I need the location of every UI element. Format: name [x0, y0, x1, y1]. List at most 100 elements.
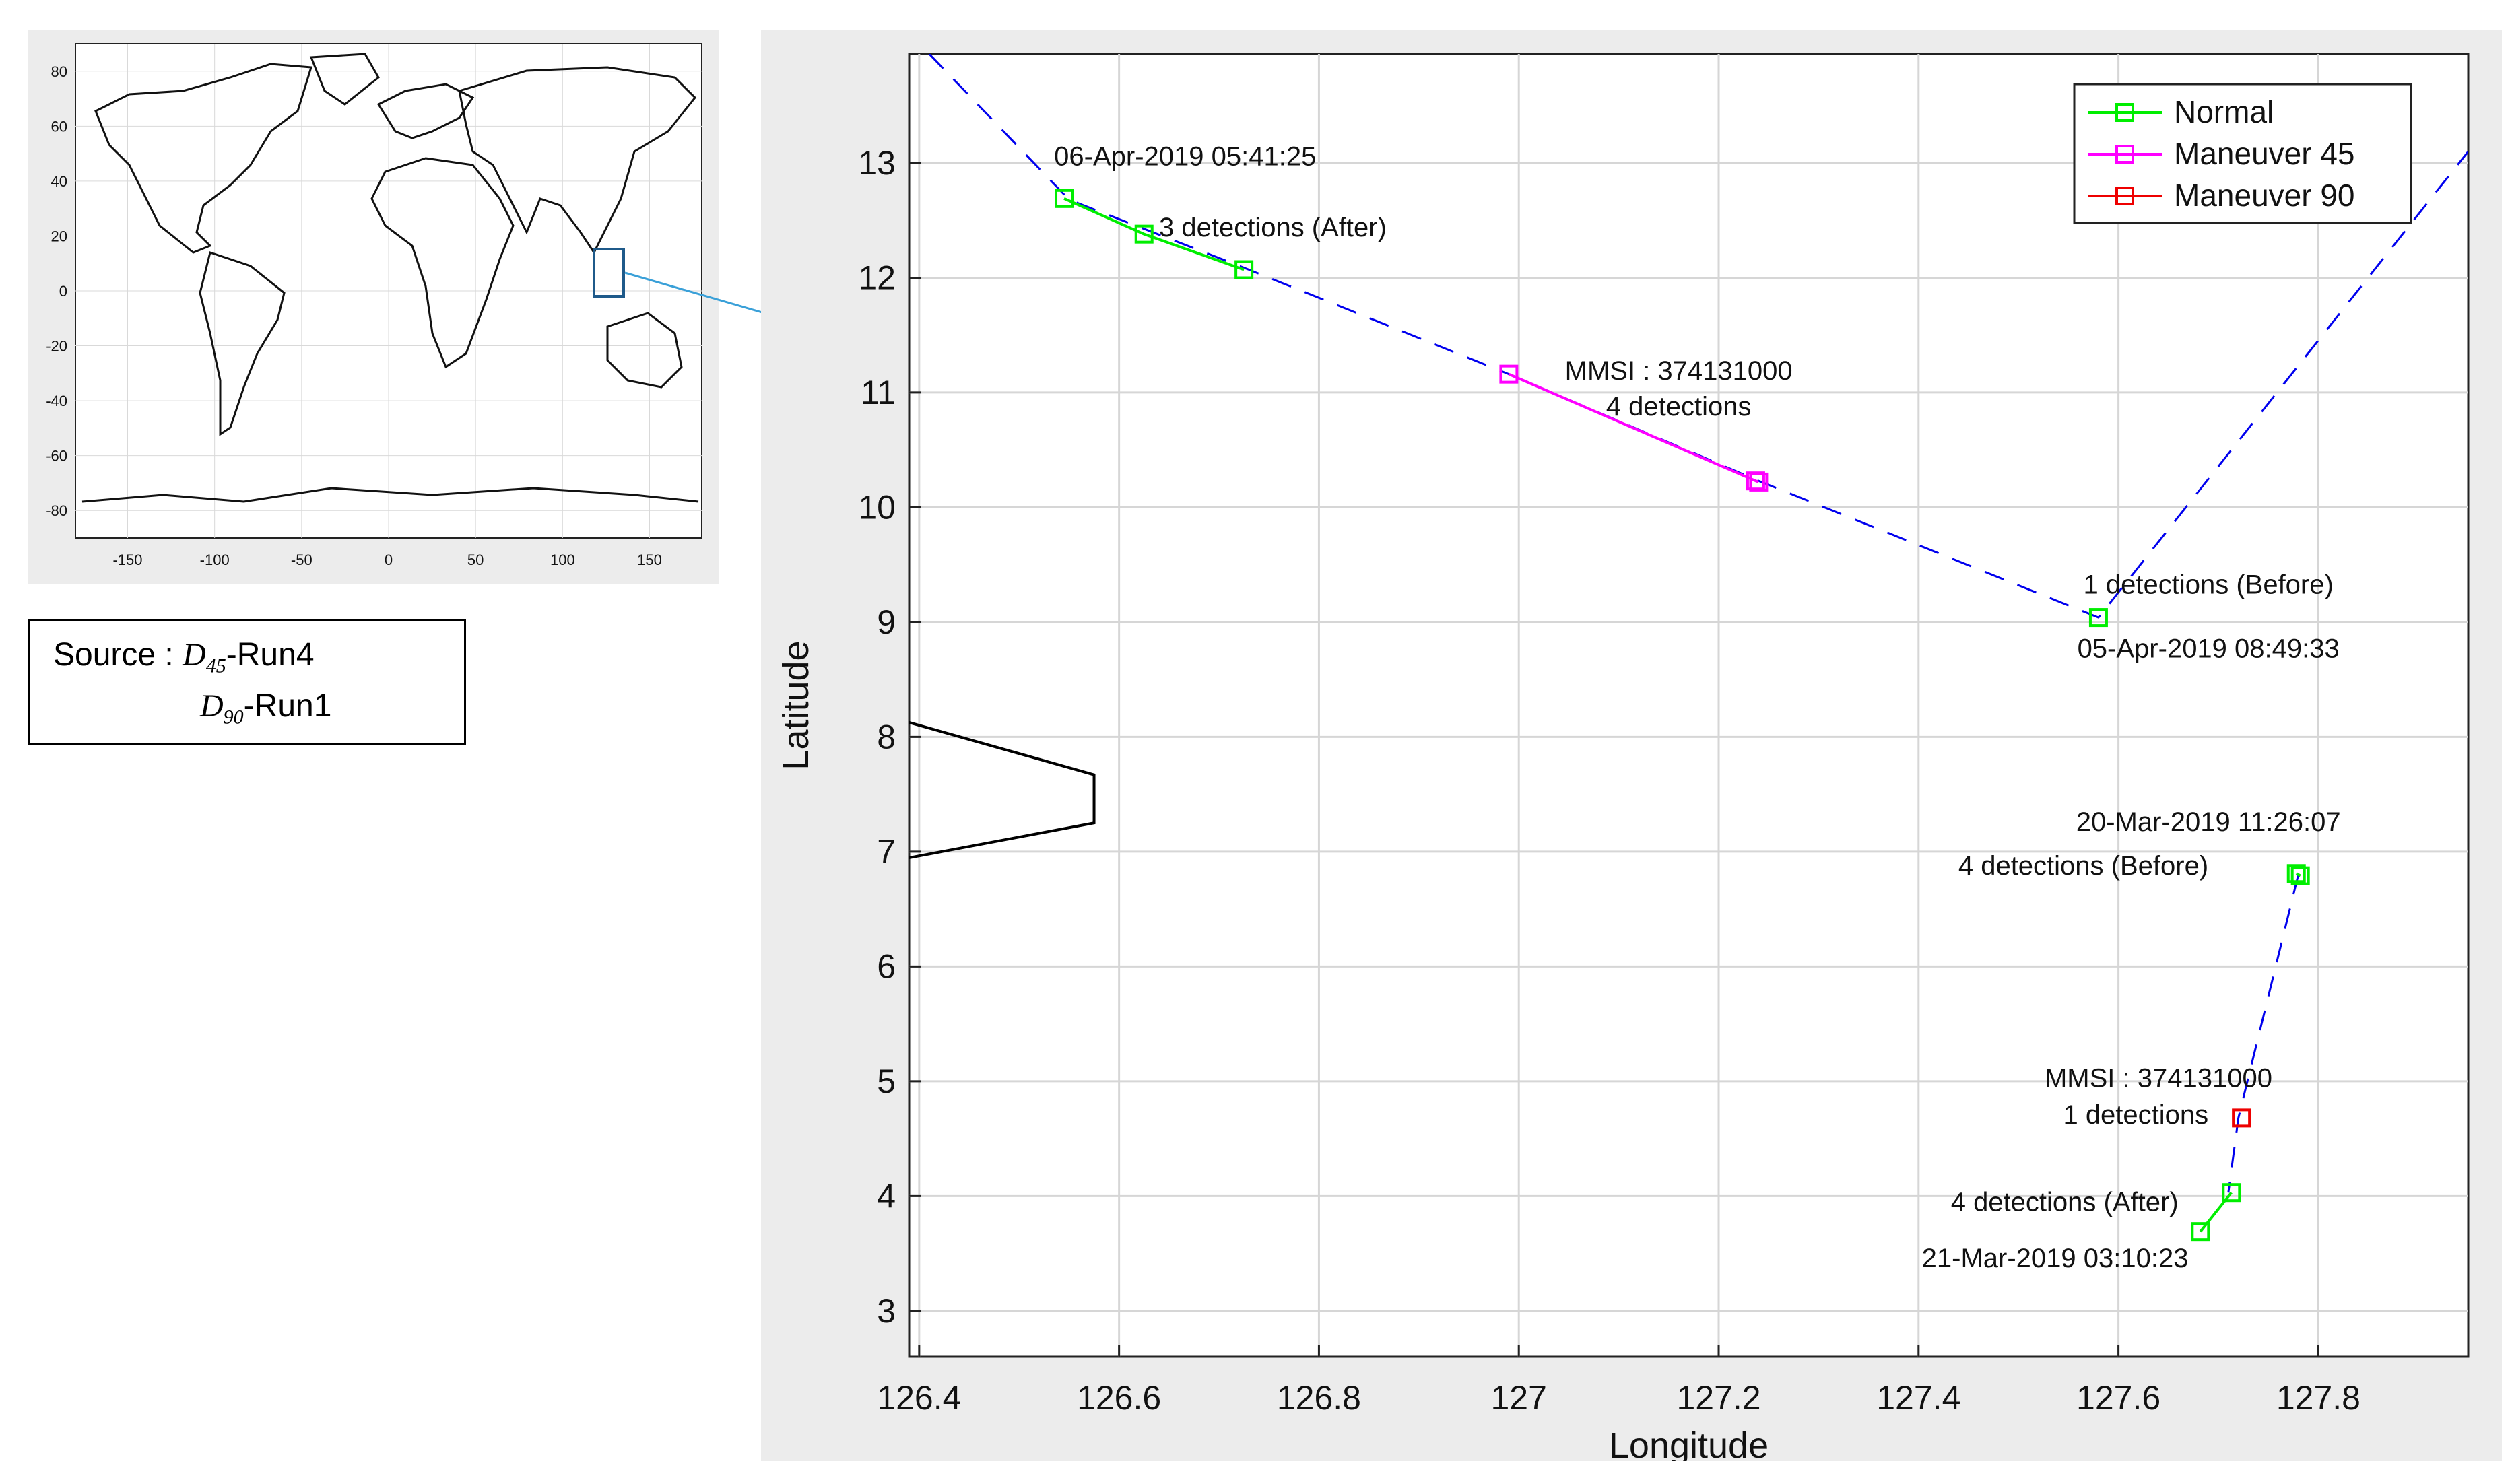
data-point-marker — [2232, 1108, 2251, 1128]
plot-annotations: 06-Apr-2019 05:41:25 3 detections (After)… — [1054, 141, 2340, 1273]
world-y-tick: -40 — [46, 393, 67, 409]
world-x-tick: -100 — [200, 551, 230, 568]
world-x-tick: 0 — [385, 551, 393, 568]
world-y-tick: 80 — [51, 63, 67, 80]
annotation-label: 06-Apr-2019 05:41:25 — [1054, 141, 1316, 171]
annotation-label: 1 detections — [2063, 1100, 2208, 1130]
x-tick-label: 127.8 — [2276, 1379, 2360, 1417]
world-map-panel: -150 -100 -50 0 50 100 150 80 60 40 20 0 -20 -40 -60 -8… — [28, 30, 719, 584]
d90-suffix: -Run1 — [243, 688, 332, 724]
legend-swatch-marker — [2115, 187, 2134, 205]
world-x-tick: 50 — [467, 551, 484, 568]
source-line-1: Source : D45-Run4 — [53, 636, 315, 678]
x-tick-label: 126.8 — [1277, 1379, 1361, 1417]
africa-outline — [370, 157, 515, 369]
legend-entry-label: Maneuver 90 — [2174, 178, 2355, 213]
zoom-plot-panel: 06-Apr-2019 05:41:25 3 detections (After)… — [761, 30, 2502, 1461]
world-y-tick: -20 — [46, 338, 67, 355]
x-tick-label: 127.2 — [1676, 1379, 1760, 1417]
europe-outline — [376, 83, 475, 139]
world-map-ticks: -150 -100 -50 0 50 100 150 80 60 40 20 0 -20 -40 -60 -8… — [46, 63, 662, 568]
source-box: Source : D45-Run4 D90-Run1 — [28, 619, 466, 745]
annotation-label: 05-Apr-2019 08:49:33 — [2078, 634, 2340, 664]
d90-var: D — [200, 688, 224, 724]
data-point-marker — [2088, 608, 2108, 628]
data-point-marker — [2290, 866, 2310, 885]
y-tick-label: 10 — [858, 488, 896, 526]
annotation-label: 4 detections (After) — [1951, 1187, 2179, 1217]
world-y-tick: 40 — [51, 173, 67, 190]
annotation-label: MMSI : 374131000 — [2045, 1063, 2272, 1093]
world-x-tick: -50 — [291, 551, 312, 568]
world-map-plot: -150 -100 -50 0 50 100 150 80 60 40 20 0 -20 -40 -60 -8… — [46, 43, 702, 568]
source-label: Source : — [53, 637, 174, 673]
y-tick-label: 8 — [877, 718, 896, 755]
annotation-label: 3 detections (After) — [1159, 213, 1387, 242]
world-x-tick: 100 — [550, 551, 575, 568]
d45-suffix: -Run4 — [226, 637, 315, 673]
plot-axes — [908, 53, 2470, 1358]
y-tick-label: 4 — [877, 1177, 896, 1215]
legend-swatch-marker — [2115, 103, 2134, 122]
annotation-label: MMSI : 374131000 — [1565, 356, 1793, 386]
series-line-2 — [1063, 197, 1245, 271]
x-tick-label: 126.6 — [1077, 1379, 1161, 1417]
data-point-marker — [1055, 189, 1074, 208]
south-america-outline — [199, 251, 286, 436]
world-y-tick: 0 — [59, 283, 67, 300]
d45-sub: 45 — [205, 654, 226, 677]
data-point-marker — [1134, 224, 1154, 244]
legend-entry-label: Maneuver 45 — [2174, 136, 2355, 171]
zoom-region-box — [593, 248, 625, 298]
legend: Normal Maneuver 45 Maneuver 90 — [2073, 83, 2412, 224]
y-tick-label: 13 — [858, 144, 896, 182]
data-point-marker — [1749, 472, 1769, 492]
x-tick-label: 127.4 — [1876, 1379, 1960, 1417]
data-point-marker — [2222, 1183, 2241, 1203]
world-x-tick: -150 — [112, 551, 142, 568]
y-axis-label: Latitude — [776, 640, 816, 770]
y-tick-label: 7 — [877, 833, 896, 871]
y-tick-label: 5 — [877, 1063, 896, 1100]
series-line-1 — [2227, 874, 2300, 1193]
y-tick-label: 9 — [877, 603, 896, 641]
y-tick-label: 6 — [877, 947, 896, 985]
series-line-5 — [2295, 872, 2301, 877]
greenland-outline — [309, 53, 380, 106]
world-y-tick: -60 — [46, 448, 67, 465]
world-map-grid — [75, 44, 702, 538]
annotation-label: 20-Mar-2019 11:26:07 — [2076, 807, 2341, 837]
data-point-marker — [2191, 1222, 2210, 1242]
plot-series — [909, 54, 2468, 1242]
series-line-3 — [1508, 372, 1760, 483]
x-tick-label: 127 — [1491, 1379, 1547, 1417]
zoom-plot: 06-Apr-2019 05:41:25 3 detections (After)… — [776, 53, 2470, 1461]
annotation-label: 21-Mar-2019 03:10:23 — [1922, 1244, 2189, 1273]
legend-swatch-marker — [2115, 145, 2134, 164]
antarctica-outline — [81, 487, 699, 503]
world-y-tick: 60 — [51, 118, 67, 135]
x-tick-label: 126.4 — [877, 1379, 961, 1417]
annotation-label: 4 detections (Before) — [1958, 851, 2208, 881]
data-point-marker — [1499, 364, 1519, 384]
data-point-marker — [1234, 260, 1254, 279]
d90-sub: 90 — [223, 706, 244, 729]
x-axis-label: Longitude — [1609, 1425, 1769, 1461]
y-tick-label: 11 — [861, 374, 896, 411]
series-line-8 — [909, 720, 1096, 860]
data-point-marker — [2286, 864, 2306, 883]
x-tick-label: 127.6 — [2076, 1379, 2160, 1417]
world-y-tick: -80 — [46, 502, 67, 519]
world-x-tick: 150 — [637, 551, 662, 568]
legend-entry-label: Normal — [2174, 94, 2274, 129]
plot-ticks: 126.4 126.6 126.8 127 127.2 127.4 127.6 127.834… — [858, 144, 2360, 1417]
d45-var: D — [183, 637, 206, 673]
annotation-label: 1 detections (Before) — [2084, 570, 2334, 599]
series-line-7 — [2199, 1191, 2233, 1233]
y-tick-label: 3 — [877, 1292, 896, 1330]
annotation-label: 4 detections — [1606, 392, 1752, 421]
source-line-2: D90-Run1 — [200, 687, 331, 729]
north-america-outline — [94, 63, 312, 254]
y-tick-label: 12 — [858, 259, 896, 296]
world-y-tick: 20 — [51, 228, 67, 244]
